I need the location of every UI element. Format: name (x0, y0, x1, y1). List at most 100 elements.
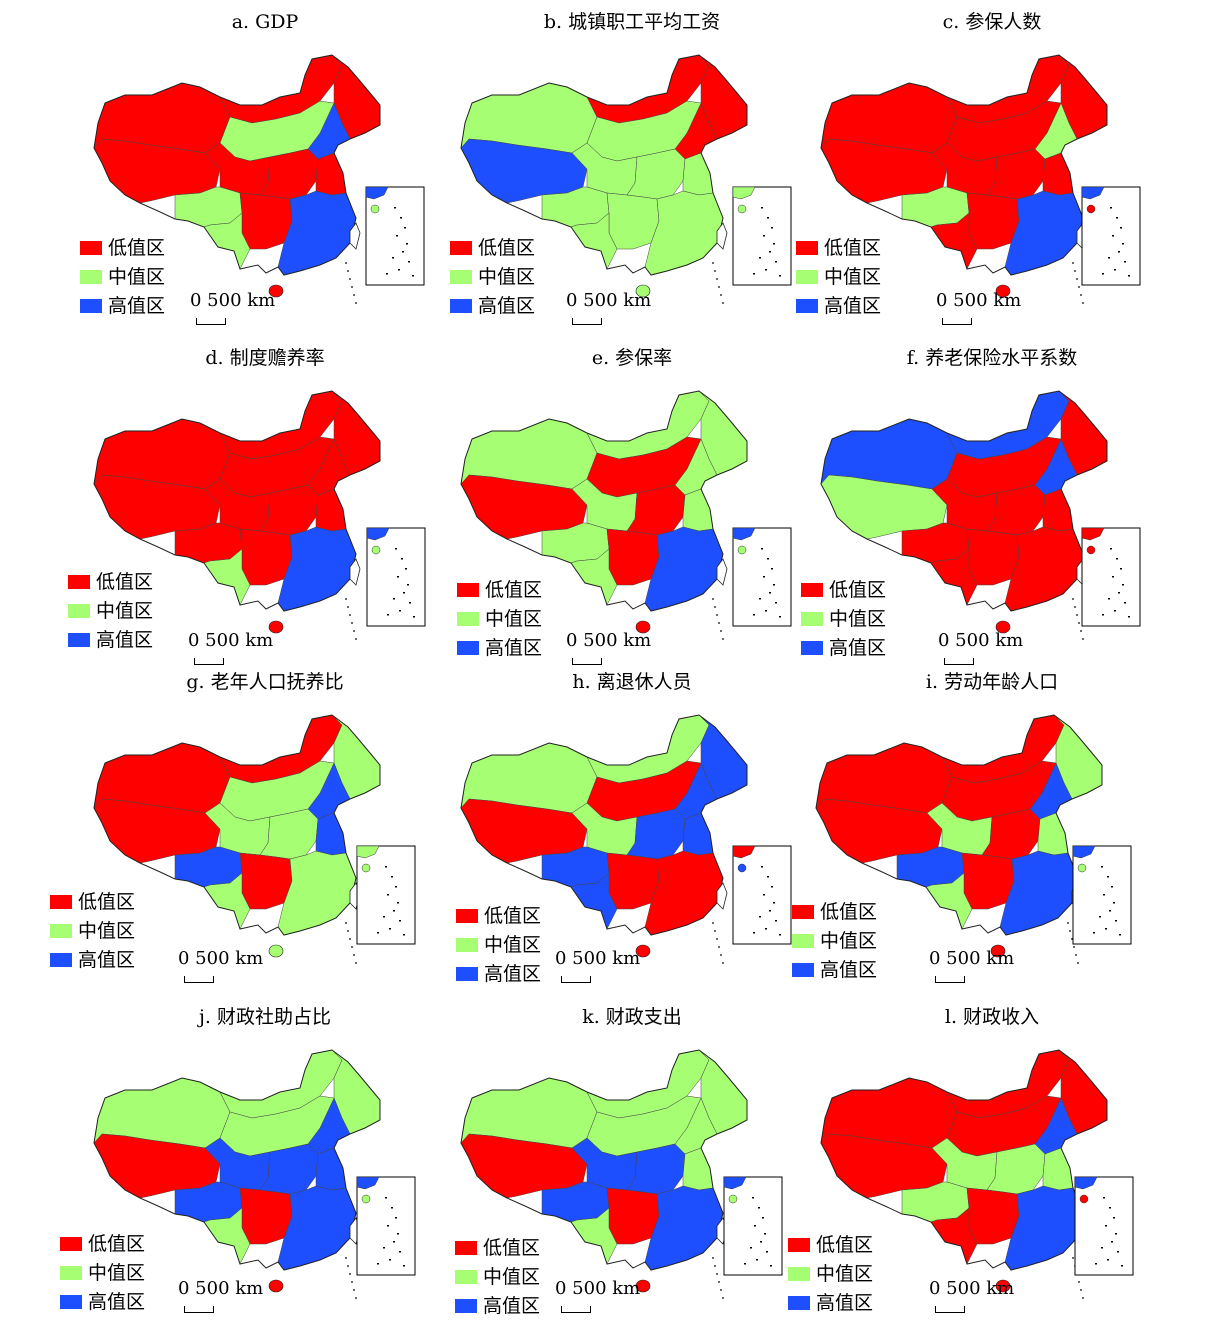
legend-swatch (457, 583, 479, 597)
panel-title: d. 制度赡养率 (205, 347, 325, 369)
panel-title: i. 劳动年龄人口 (925, 671, 1059, 693)
scale-line (194, 658, 224, 665)
panel-title: h. 离退休人员 (572, 671, 692, 693)
island-dot (347, 930, 349, 932)
hainan-island (635, 620, 651, 634)
legend-label: 中值区 (485, 608, 543, 630)
island-dot (765, 928, 767, 930)
scale-label: 0 500 km (936, 290, 1022, 311)
island-dot (406, 243, 408, 245)
legend-swatch (796, 241, 818, 255)
island-dot (722, 1297, 724, 1299)
island-dot (712, 1257, 714, 1259)
legend-label: 高值区 (824, 295, 882, 317)
island-dot (355, 302, 357, 304)
map-outline (93, 54, 381, 276)
map-outline (815, 714, 1103, 936)
island-dot (753, 932, 755, 934)
island-dot (1120, 227, 1122, 229)
legend-label: 中值区 (484, 934, 542, 956)
legend-label: 中值区 (483, 1266, 541, 1288)
scale-line (944, 658, 974, 665)
legend-swatch (455, 1299, 477, 1313)
map-outline (820, 390, 1108, 612)
map-region-low (961, 852, 1015, 910)
island-dot (722, 302, 724, 304)
island-dot (1082, 638, 1084, 640)
island-dot (1101, 866, 1103, 868)
island-dot (1116, 217, 1118, 219)
island-dot (407, 584, 409, 586)
island-dot (389, 1259, 391, 1261)
map-panel: i. 劳动年龄人口 低值区 中值区 高值区 0 500 km (792, 670, 1187, 1000)
island-dot (401, 558, 403, 560)
island-dot (403, 592, 405, 594)
map-region-low (239, 852, 293, 910)
island-dot (714, 270, 716, 272)
legend-swatch (50, 895, 72, 909)
island-dot (718, 286, 720, 288)
island-dot (351, 286, 353, 288)
island-dot (1113, 902, 1115, 904)
island-dot (1110, 207, 1112, 209)
legend-swatch (455, 1270, 477, 1284)
legend-label: 高值区 (88, 1291, 146, 1313)
island-dot (386, 273, 388, 275)
island-dot (1115, 920, 1117, 922)
taiwan-island (716, 882, 728, 910)
map-panel: a. GDP 低值区 中值区 高值区 0 500 km (70, 10, 460, 340)
legend-label: 低值区 (484, 905, 542, 927)
island-dot (759, 916, 761, 918)
legend-label: 低值区 (88, 1233, 146, 1255)
island-dot (754, 1225, 756, 1227)
south-china-sea-inset (1081, 527, 1141, 627)
legend-label: 高值区 (108, 295, 166, 317)
island-dot (767, 558, 769, 560)
legend-label: 中值区 (478, 266, 536, 288)
legend-swatch (788, 1238, 810, 1252)
legend-label: 低值区 (816, 1234, 874, 1256)
map-region-mid (1037, 812, 1069, 856)
legend-swatch (801, 583, 823, 597)
map-region-low (606, 528, 660, 586)
island-dot (1115, 1233, 1117, 1235)
map-region-low (315, 488, 347, 532)
legend-swatch (796, 299, 818, 313)
island-dot (1117, 1251, 1119, 1253)
island-dot (345, 598, 347, 600)
legend-label: 低值区 (96, 571, 154, 593)
scale-label: 0 500 km (929, 1278, 1015, 1299)
south-china-sea-inset (356, 845, 416, 945)
island-dot (1102, 273, 1104, 275)
legend-label: 低值区 (108, 237, 166, 259)
island-dot (714, 1265, 716, 1267)
island-dot (1108, 257, 1110, 259)
island-dot (762, 1217, 764, 1219)
panel-title: c. 参保人数 (942, 11, 1042, 33)
island-dot (349, 614, 351, 616)
island-dot (399, 1251, 401, 1253)
island-dot (355, 962, 357, 964)
island-dot (765, 610, 767, 612)
legend-swatch (801, 641, 823, 655)
panel-title: j. 财政社助占比 (199, 1006, 331, 1028)
legend-label: 中值区 (816, 1263, 874, 1285)
scale-line (561, 1306, 591, 1313)
scale-label: 0 500 km (566, 630, 652, 651)
scale-line (935, 976, 965, 983)
scale-line (184, 1306, 214, 1313)
scale-bar: 0 500 km (936, 290, 1026, 330)
island-dot (1102, 614, 1104, 616)
island-dot (351, 1281, 353, 1283)
panel-title: g. 老年人口抚养比 (186, 671, 344, 693)
island-dot (718, 946, 720, 948)
hainan-island (268, 620, 284, 634)
legend-label: 中值区 (78, 920, 136, 942)
scale-bar: 0 500 km (178, 1278, 268, 1318)
island-dot (1113, 1217, 1115, 1219)
legend-label: 高值区 (816, 1292, 874, 1314)
south-china-sea-inset (1081, 186, 1141, 286)
map-outline (460, 714, 748, 936)
map-region-low (966, 192, 1020, 250)
island-dot (383, 1247, 385, 1249)
